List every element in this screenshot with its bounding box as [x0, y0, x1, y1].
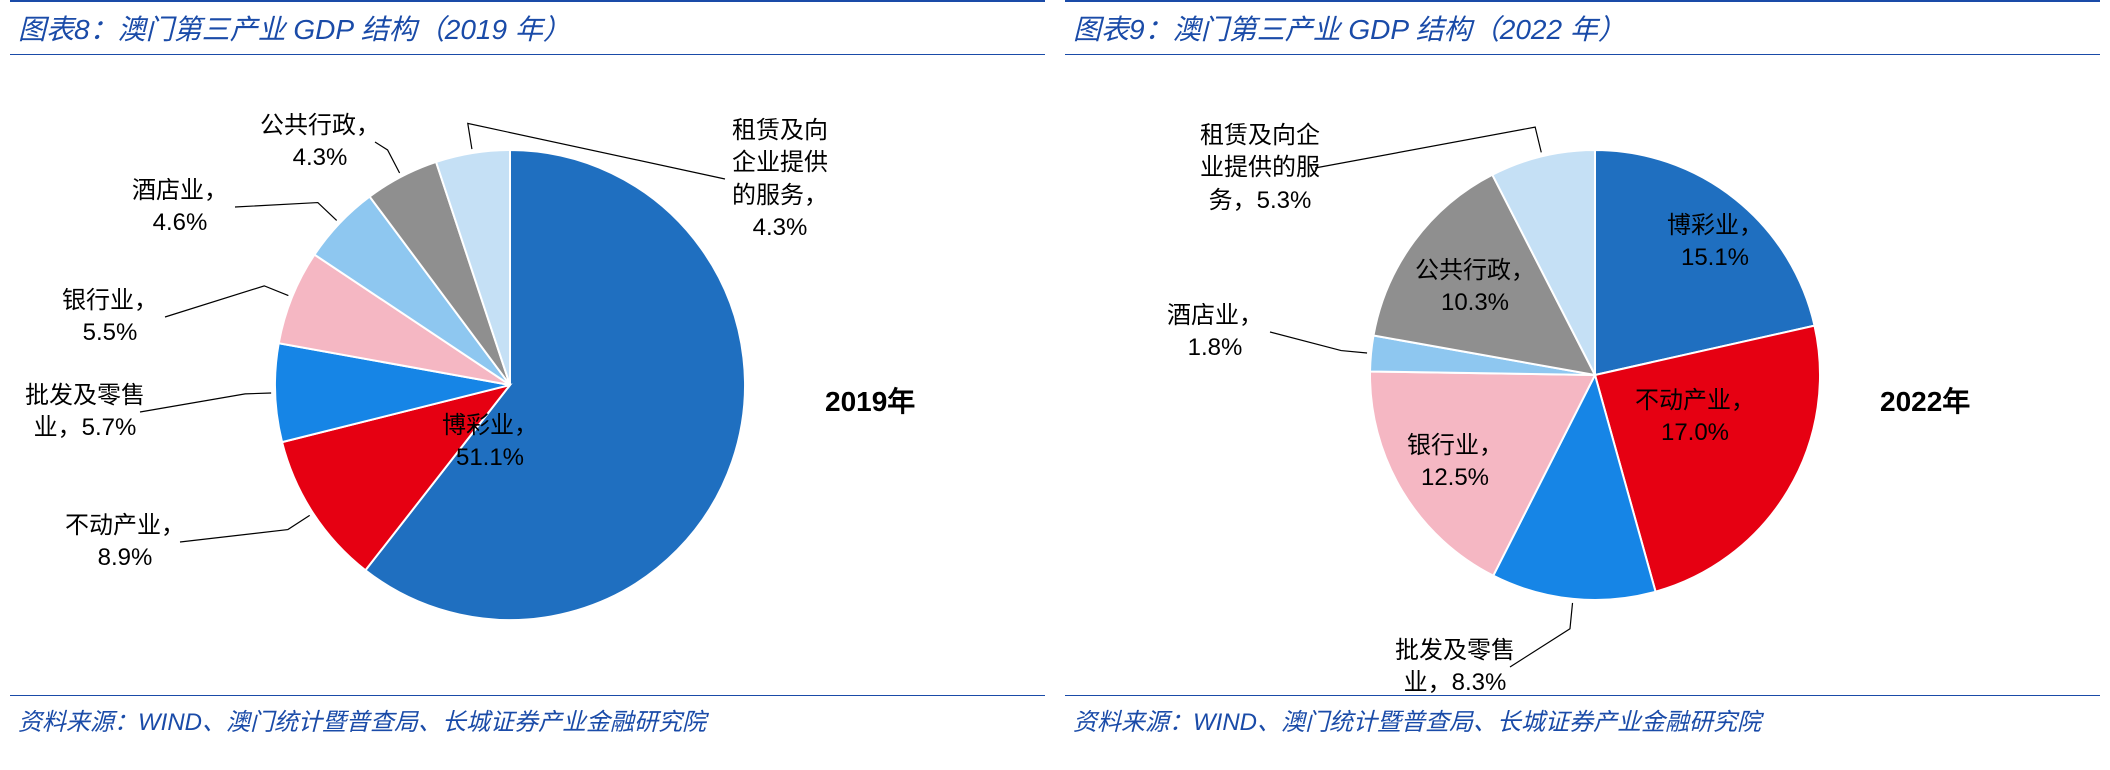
- chart-title-2019: 图表8：澳门第三产业 GDP 结构（2019 年）: [10, 0, 1045, 55]
- leader-line: [140, 393, 271, 412]
- chart-area-2019: 博彩业， 51.1% 不动产业， 8.9% 批发及零售 业，5.7% 银行业， 5.5…: [10, 55, 1045, 695]
- source-2022: 资料来源：WIND、澳门统计暨普查局、长城证券产业金融研究院: [1065, 695, 2100, 737]
- leader-line: [235, 203, 337, 221]
- panel-2019: 图表8：澳门第三产业 GDP 结构（2019 年） 博彩业， 51.1% 不动产业…: [0, 0, 1055, 770]
- panel-2022: 图表9：澳门第三产业 GDP 结构（2022 年） 博彩业， 15.1% 不动产业…: [1055, 0, 2110, 770]
- leader-line: [1315, 127, 1541, 168]
- slice-label-公共行政: 公共行政， 10.3%: [1415, 255, 1535, 320]
- slice-label-博彩业: 博彩业， 15.1%: [1667, 210, 1763, 275]
- slice-label-批发及零售业: 批发及零售 业，8.3%: [1395, 635, 1515, 700]
- charts-container: 图表8：澳门第三产业 GDP 结构（2019 年） 博彩业， 51.1% 不动产业…: [0, 0, 2110, 770]
- year-label-2022: 2022年: [1880, 380, 1970, 420]
- slice-label-租赁及向企业提供的服务: 租赁及向 企业提供 的服务， 4.3%: [732, 115, 828, 245]
- source-2019: 资料来源：WIND、澳门统计暨普查局、长城证券产业金融研究院: [10, 695, 1045, 737]
- leader-line: [180, 515, 310, 542]
- slice-label-公共行政: 公共行政， 4.3%: [260, 110, 380, 175]
- slice-label-博彩业: 博彩业， 51.1%: [442, 410, 538, 475]
- slice-label-批发及零售业: 批发及零售 业，5.7%: [25, 380, 145, 445]
- slice-label-酒店业: 酒店业， 4.6%: [132, 175, 228, 240]
- slice-label-不动产业: 不动产业， 8.9%: [65, 510, 185, 575]
- slice-label-酒店业: 酒店业， 1.8%: [1167, 300, 1263, 365]
- slice-label-银行业: 银行业， 5.5%: [62, 285, 158, 350]
- slice-label-租赁及向企业提供的服务: 租赁及向企 业提供的服 务，5.3%: [1200, 120, 1320, 217]
- slice-label-不动产业: 不动产业， 17.0%: [1635, 385, 1755, 450]
- chart-title-2022: 图表9：澳门第三产业 GDP 结构（2022 年）: [1065, 0, 2100, 55]
- leader-line: [1510, 603, 1573, 667]
- leader-line: [1270, 332, 1367, 353]
- year-label-2019: 2019年: [825, 380, 915, 420]
- leader-line: [165, 286, 288, 317]
- chart-area-2022: 博彩业， 15.1%不动产业， 17.0%批发及零售 业，8.3%银行业， 12…: [1065, 55, 2100, 695]
- slice-label-银行业: 银行业， 12.5%: [1407, 430, 1503, 495]
- pie-chart-2019: [10, 55, 1010, 695]
